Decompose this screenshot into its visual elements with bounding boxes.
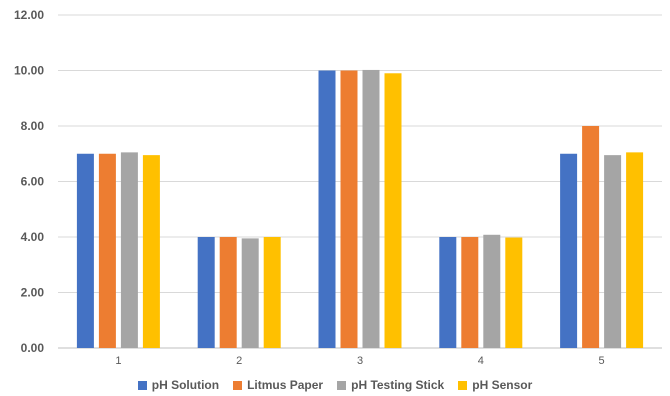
bar-ph-sensor-3 bbox=[384, 73, 402, 349]
bar-ph-sensor-4 bbox=[505, 237, 523, 348]
legend-label: pH Sensor bbox=[472, 378, 533, 392]
bar-ph-solution-3 bbox=[318, 70, 336, 348]
legend-item: pH Sensor bbox=[458, 378, 532, 392]
bar-chart: 0.00 2.00 4.00 6.00 8.00 10.00 12.00 1 2 3 4 5 bbox=[14, 8, 662, 367]
bar-ph-solution-2 bbox=[197, 237, 215, 348]
x-tick-label: 4 bbox=[478, 355, 484, 367]
bar-litmus-paper-3 bbox=[340, 70, 358, 348]
legend-item: Litmus Paper bbox=[233, 378, 323, 392]
bar-ph-solution-5 bbox=[560, 153, 578, 348]
x-axis-tick-labels: 1 2 3 4 5 bbox=[115, 355, 604, 367]
legend-label: pH Testing Stick bbox=[351, 378, 445, 392]
legend-label: Litmus Paper bbox=[247, 378, 324, 392]
x-tick-label: 3 bbox=[357, 355, 363, 367]
y-axis-tick-labels: 0.00 2.00 4.00 6.00 8.00 10.00 12.00 bbox=[14, 8, 44, 355]
bar-litmus-paper-2 bbox=[219, 237, 237, 348]
bar-ph-sensor-2 bbox=[263, 237, 281, 348]
bar-ph-solution-4 bbox=[439, 237, 457, 348]
legend-swatch bbox=[137, 380, 147, 390]
y-tick-label: 12.00 bbox=[14, 8, 44, 22]
bar-ph-sensor-1 bbox=[142, 155, 160, 348]
legend-swatch bbox=[337, 380, 347, 390]
bar-litmus-paper-5 bbox=[582, 126, 600, 348]
legend-item: pH Testing Stick bbox=[337, 378, 444, 392]
bar-ph-testing-stick-4 bbox=[483, 234, 501, 348]
bar-ph-testing-stick-5 bbox=[604, 155, 622, 348]
bar-ph-testing-stick-2 bbox=[241, 238, 259, 348]
bars bbox=[76, 69, 644, 349]
x-tick-label: 5 bbox=[599, 355, 605, 367]
x-tick-label: 2 bbox=[236, 355, 242, 367]
y-tick-label: 6.00 bbox=[21, 175, 45, 189]
y-tick-label: 4.00 bbox=[21, 230, 45, 244]
bar-ph-testing-stick-3 bbox=[362, 69, 380, 348]
bar-litmus-paper-4 bbox=[461, 237, 479, 348]
bar-litmus-paper-1 bbox=[98, 153, 116, 348]
y-tick-label: 10.00 bbox=[14, 64, 44, 78]
legend-swatch bbox=[233, 380, 243, 390]
legend-swatch bbox=[458, 380, 468, 390]
bar-ph-testing-stick-1 bbox=[120, 152, 138, 348]
y-tick-label: 0.00 bbox=[21, 341, 45, 355]
y-tick-label: 8.00 bbox=[21, 119, 45, 133]
legend-label: pH Solution bbox=[151, 378, 220, 392]
bar-ph-sensor-5 bbox=[626, 152, 644, 348]
bar-ph-solution-1 bbox=[76, 153, 94, 348]
x-tick-label: 1 bbox=[115, 355, 121, 367]
y-tick-label: 2.00 bbox=[21, 286, 45, 300]
legend-item: pH Solution bbox=[137, 378, 220, 392]
legend: pH Solution Litmus Paper pH Testing Stick p… bbox=[0, 378, 670, 392]
